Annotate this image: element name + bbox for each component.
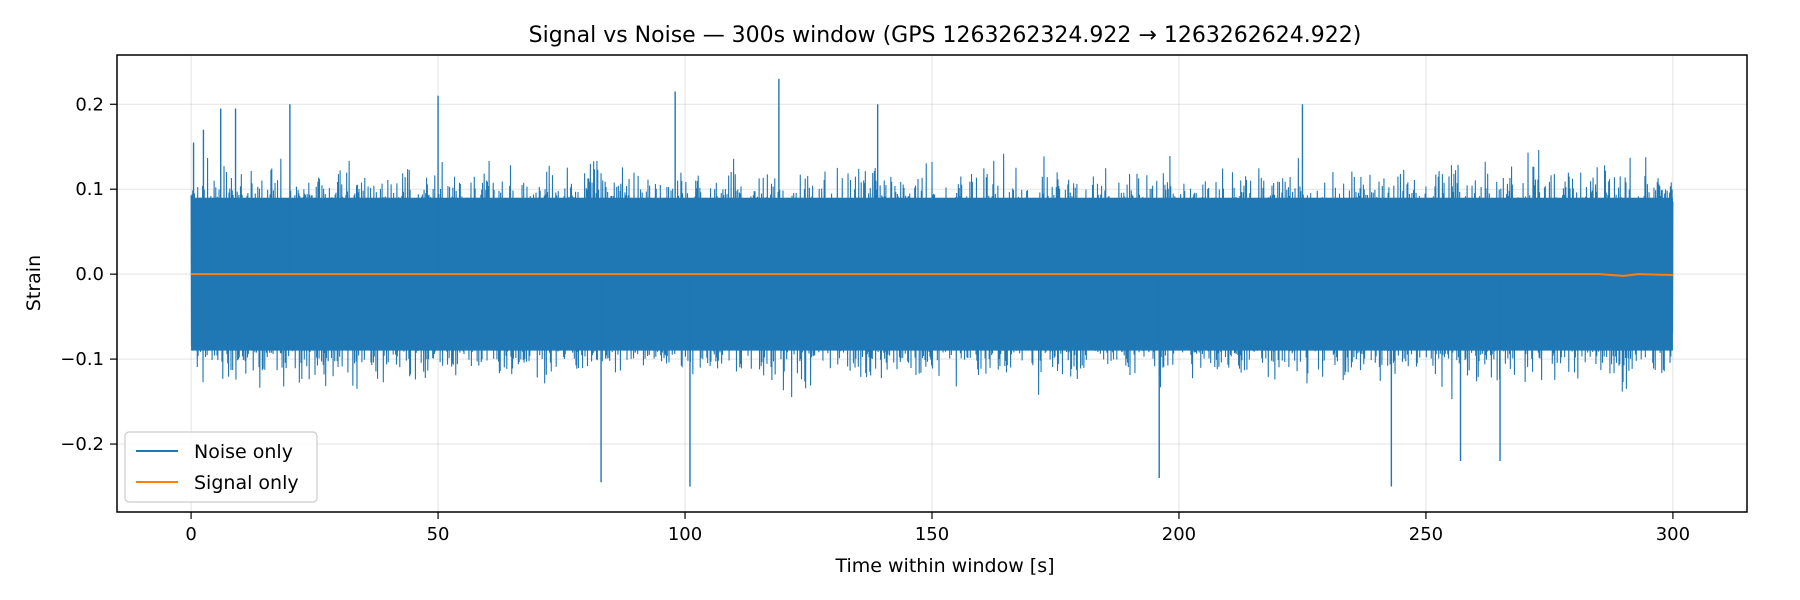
y-tick-label: 0.0 [75, 264, 104, 285]
chart-title: Signal vs Noise — 300s window (GPS 12632… [529, 23, 1362, 48]
x-tick-label: 50 [427, 524, 450, 545]
y-axis-label: Strain [23, 255, 45, 311]
x-axis-label: Time within window [s] [834, 555, 1054, 577]
y-tick-label: −0.1 [60, 349, 104, 370]
legend-box [124, 431, 318, 503]
axes: 0 50 100 150 200 250 300 −0.2 −0.1 0.0 0.1 0.2 [60, 94, 1690, 545]
y-tick-label: −0.2 [60, 434, 104, 455]
y-tick-label: 0.1 [75, 179, 104, 200]
y-tick-label: 0.2 [75, 94, 104, 115]
x-tick-label: 150 [915, 524, 949, 545]
legend: Noise only Signal only [124, 431, 318, 503]
legend-label-signal: Signal only [194, 472, 299, 494]
x-tick-label: 250 [1409, 524, 1443, 545]
x-tick-label: 200 [1162, 524, 1196, 545]
signal-series-line [191, 273, 1673, 277]
data-layer [190, 78, 1674, 487]
legend-label-noise: Noise only [194, 441, 293, 463]
x-tick-label: 100 [668, 524, 702, 545]
x-tick-label: 0 [185, 524, 196, 545]
x-tick-label: 300 [1656, 524, 1690, 545]
